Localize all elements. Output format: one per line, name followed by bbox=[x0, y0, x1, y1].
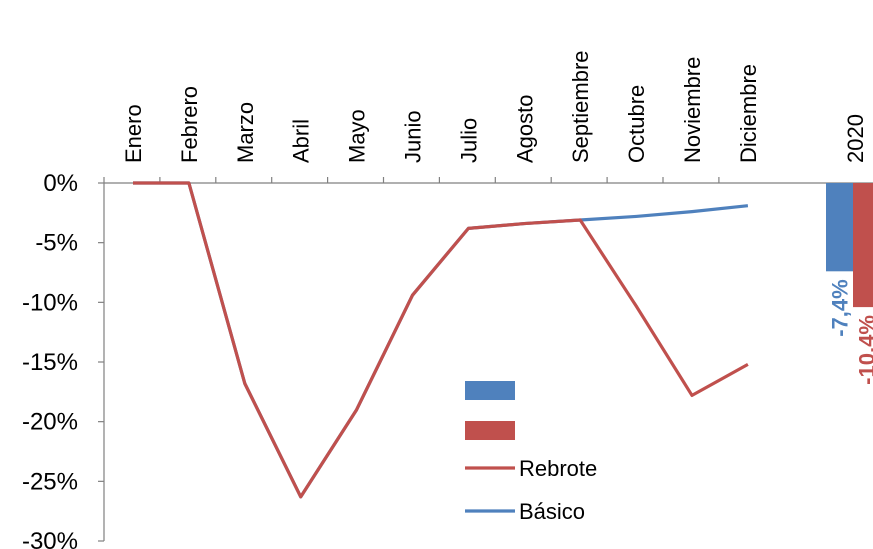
x-tick-label: Marzo bbox=[233, 102, 258, 163]
x-tick-label: Abril bbox=[289, 119, 314, 163]
x-tick-label: 2020 bbox=[843, 114, 868, 163]
x-tick-label: Enero bbox=[121, 104, 146, 163]
x-tick-label: Septiembre bbox=[568, 50, 593, 163]
x-tick-label: Junio bbox=[401, 110, 426, 163]
y-tick-label: -5% bbox=[35, 230, 78, 257]
x-tick-label: Agosto bbox=[512, 95, 537, 164]
y-tick-label: 0% bbox=[43, 170, 78, 197]
legend-label-rebrote: Rebrote bbox=[519, 456, 597, 481]
annual-bars: -7,4%-10,4% bbox=[826, 183, 873, 385]
legend-swatch-bar-rebrote bbox=[465, 421, 515, 440]
y-tick-label: -30% bbox=[22, 528, 78, 549]
legend: Rebrote Básico bbox=[465, 381, 597, 524]
annual-bar-basico bbox=[826, 183, 853, 272]
series-line-rebrote bbox=[133, 181, 749, 499]
x-tick-label: Febrero bbox=[177, 86, 202, 163]
x-tick-label: Octubre bbox=[624, 85, 649, 163]
x-axis-ticks: Enero Febrero Marzo Abril Mayo Junio Julio Agos… bbox=[103, 50, 868, 183]
legend-label-basico: Básico bbox=[519, 499, 585, 524]
x-tick-label: Julio bbox=[456, 118, 481, 163]
annual-bar-label: -7,4% bbox=[828, 279, 853, 336]
y-tick-label: -10% bbox=[22, 289, 78, 316]
y-tick-label: -25% bbox=[22, 468, 78, 495]
x-tick-label: Noviembre bbox=[680, 57, 705, 163]
series-lines bbox=[133, 181, 749, 499]
y-axis-ticks: 0% -5% -10% -15% -20% -25% -30% bbox=[22, 170, 104, 549]
x-tick-label: Mayo bbox=[345, 109, 370, 163]
annual-bar-rebrote bbox=[853, 183, 873, 308]
axes bbox=[103, 182, 873, 541]
annual-bar-label: -10,4% bbox=[855, 315, 873, 385]
legend-swatch-bar-basico bbox=[465, 381, 515, 400]
x-tick-label: Diciembre bbox=[736, 64, 761, 163]
y-tick-label: -20% bbox=[22, 409, 78, 436]
y-tick-label: -15% bbox=[22, 349, 78, 376]
